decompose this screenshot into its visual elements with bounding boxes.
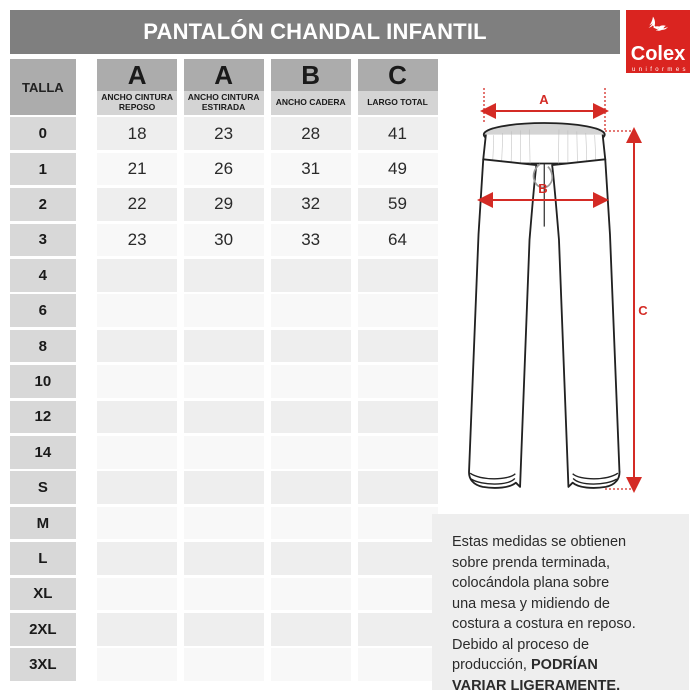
- svg-text:C: C: [638, 303, 648, 318]
- svg-text:B: B: [538, 181, 547, 196]
- svg-text:A: A: [539, 92, 549, 107]
